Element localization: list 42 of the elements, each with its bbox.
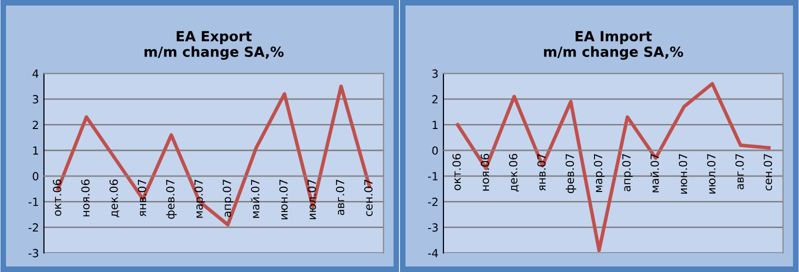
x-tick-label: июн.07 bbox=[279, 180, 288, 220]
x-tick-label: фев.07 bbox=[566, 154, 576, 194]
x-tick-label: июл.07 bbox=[707, 154, 716, 194]
x-tick-label: окт.06 bbox=[52, 180, 62, 216]
x-tick-label: янв.07 bbox=[138, 180, 146, 216]
y-tick-label: 0 bbox=[32, 172, 38, 180]
y-tick-label: -2 bbox=[428, 198, 438, 206]
x-tick-label: авг.07 bbox=[336, 180, 344, 215]
x-tick-label: янв.07 bbox=[537, 154, 546, 191]
y-tick-label: 0 bbox=[432, 146, 438, 155]
y-tick-label: -1 bbox=[428, 172, 438, 180]
x-tick-label: мар.07 bbox=[194, 180, 205, 218]
y-tick-label: -4 bbox=[428, 249, 438, 258]
x-tick-label: дек.06 bbox=[110, 180, 120, 218]
y-tick-label: -1 bbox=[28, 198, 38, 206]
x-tick-label: ноя.06 bbox=[480, 154, 490, 191]
x-tick-label: дек.06 bbox=[509, 154, 519, 192]
x-tick-label: ноя.06 bbox=[81, 180, 90, 216]
chart-title: EA Export m/m change SA,% bbox=[144, 31, 284, 60]
y-tick-label: -3 bbox=[428, 223, 438, 232]
x-tick-label: окт.06 bbox=[452, 154, 461, 190]
x-tick-label: сен.07 bbox=[764, 154, 772, 190]
y-tick-label: 1 bbox=[33, 146, 38, 155]
y-tick-label: -3 bbox=[28, 248, 38, 258]
y-tick-label: 3 bbox=[432, 69, 438, 78]
x-tick-label: май.07 bbox=[250, 180, 260, 218]
y-tick-label: 3 bbox=[32, 95, 38, 104]
x-tick-label: сен.07 bbox=[364, 180, 373, 216]
x-tick-label: июн.07 bbox=[678, 154, 688, 194]
x-tick-label: июл.07 bbox=[308, 180, 316, 220]
x-tick-label: авг.07 bbox=[735, 154, 744, 190]
chart-title: EA Import m/m change SA,% bbox=[544, 31, 684, 60]
y-tick-label: 4 bbox=[32, 70, 38, 78]
y-tick-label: 2 bbox=[432, 95, 438, 104]
y-tick-label: 1 bbox=[432, 120, 438, 129]
x-tick-label: апр.07 bbox=[222, 180, 234, 217]
x-tick-label: апр.07 bbox=[622, 154, 633, 192]
x-tick-label: мар.07 bbox=[594, 154, 604, 192]
y-tick-label: 2 bbox=[32, 120, 38, 129]
x-tick-label: фев.07 bbox=[166, 180, 177, 219]
x-tick-label: май.07 bbox=[650, 154, 659, 192]
y-tick-label: -2 bbox=[28, 223, 38, 232]
